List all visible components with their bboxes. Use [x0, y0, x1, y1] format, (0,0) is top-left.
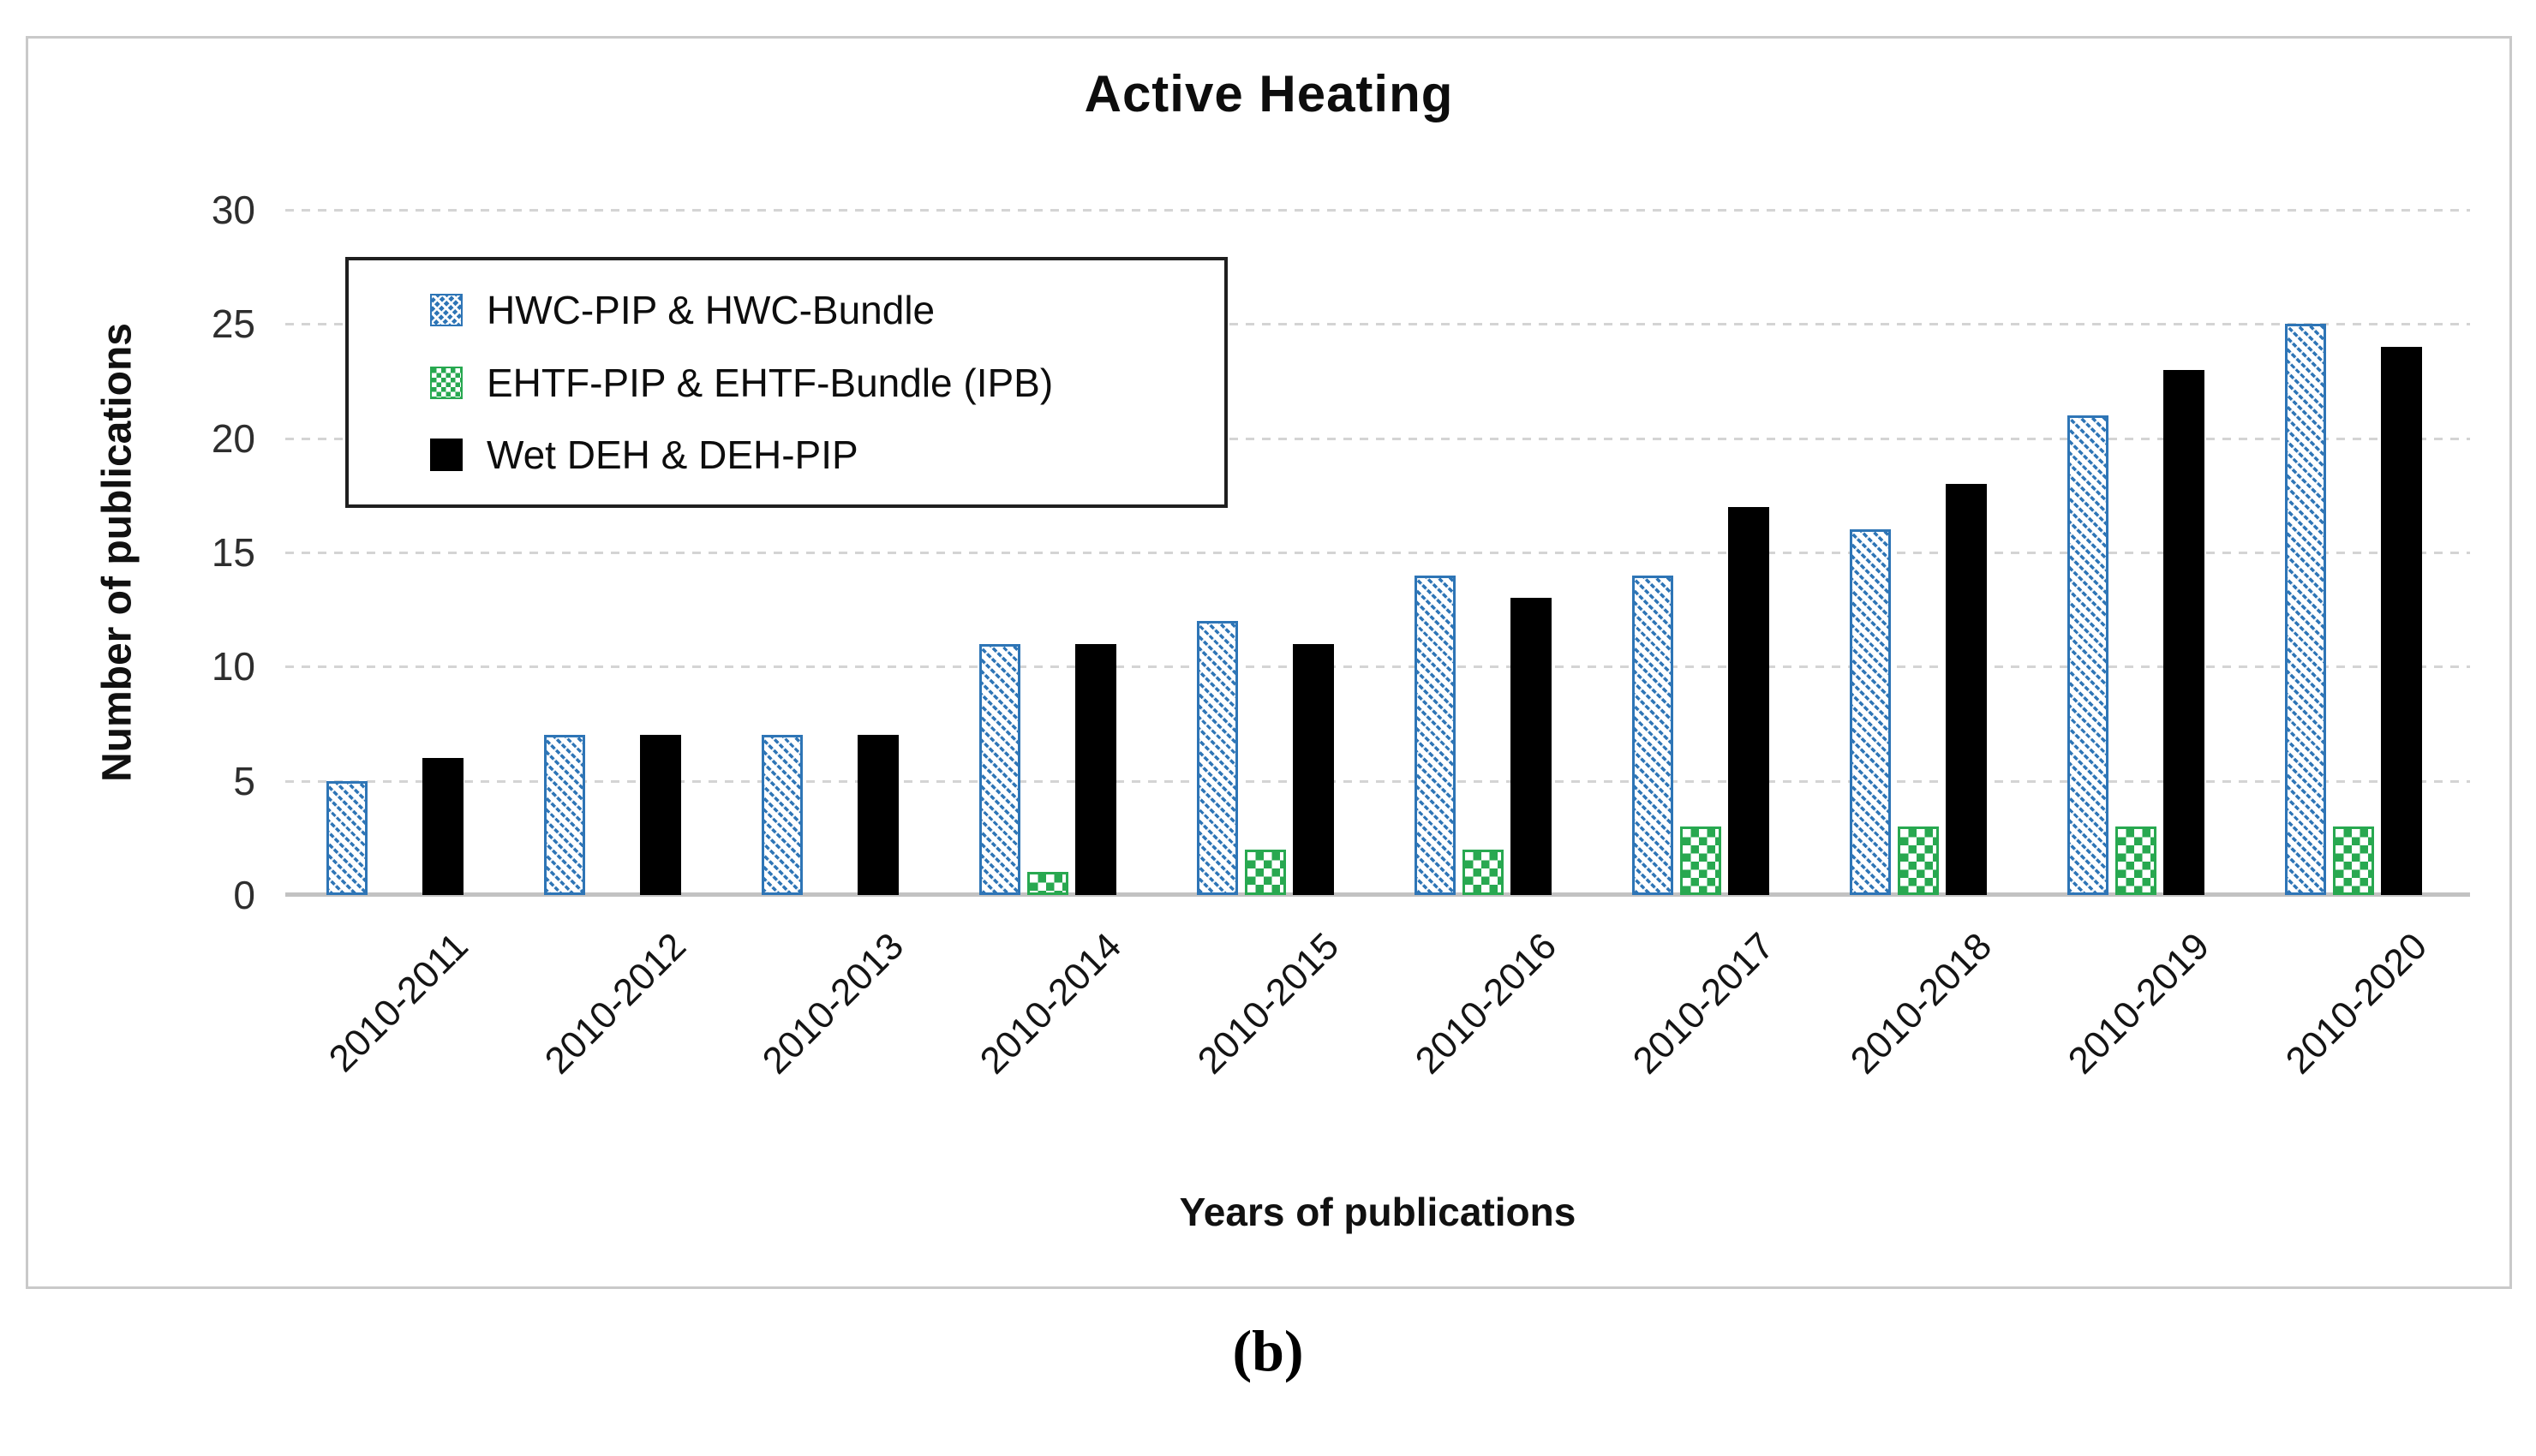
- bar-wet-2010-2011: [422, 758, 464, 895]
- bar-group-2010-2019: [2067, 210, 2204, 895]
- bar-group-2010-2018: [1850, 210, 1987, 895]
- bar-group-2010-2014: [979, 210, 1116, 895]
- x-tick-label: 2010-2018: [1842, 925, 2000, 1083]
- x-tick-label: 2010-2014: [972, 925, 1129, 1083]
- bar-group-2010-2011: [326, 210, 464, 895]
- y-tick-label-5: 5: [233, 758, 255, 803]
- gridline-y-25: [285, 323, 2470, 326]
- x-tick-label: 2010-2016: [1407, 925, 1564, 1083]
- gridline-y-30: [285, 209, 2470, 212]
- bar-wet-2010-2013: [858, 735, 899, 895]
- bar-group-2010-2017: [1632, 210, 1769, 895]
- bar-wet-2010-2012: [640, 735, 681, 895]
- x-tick-label: 2010-2013: [754, 925, 912, 1083]
- bar-wet-2010-2020: [2381, 347, 2422, 895]
- bar-hwc-pip-2010-2017: [1632, 576, 1673, 895]
- legend-label: EHTF-PIP & EHTF-Bundle (IPB): [487, 360, 1054, 405]
- legend-label: HWC-PIP & HWC-Bundle: [487, 287, 936, 332]
- bar-wet-2010-2018: [1946, 484, 1987, 895]
- bar-hwc-pip-2010-2016: [1415, 576, 1456, 895]
- x-axis-line: [285, 892, 2470, 897]
- bar-hwc-pip-2010-2015: [1197, 621, 1238, 895]
- gridline-y-10: [285, 665, 2470, 669]
- bar-hwc-pip-2010-2013: [762, 735, 803, 895]
- bar-group-2010-2012: [544, 210, 681, 895]
- bar-ehtf-pip-2010-2014: [1027, 872, 1068, 895]
- plot-area: [285, 209, 2470, 897]
- y-tick-label-30: 30: [211, 188, 255, 232]
- x-tick-label: 2010-2011: [320, 925, 476, 1081]
- x-tick-label: 2010-2012: [536, 925, 694, 1083]
- bar-ehtf-pip-2010-2015: [1245, 850, 1286, 895]
- gridline-y-15: [285, 552, 2470, 554]
- bar-group-2010-2020: [2285, 210, 2422, 895]
- legend-swatch-solid-icon: [430, 439, 463, 472]
- x-tick-label: 2010-2020: [2277, 925, 2435, 1083]
- chart-title: Active Heating: [1084, 65, 1454, 122]
- legend-item: HWC-PIP & HWC-Bundle: [430, 287, 1224, 333]
- bar-ehtf-pip-2010-2018: [1898, 826, 1939, 895]
- legend-item: Wet DEH & DEH-PIP: [430, 432, 1224, 478]
- bar-group-2010-2013: [762, 210, 899, 895]
- bar-wet-2010-2019: [2163, 370, 2204, 895]
- gridline-y-5: [285, 779, 2470, 783]
- x-axis-title: Years of publications: [1179, 1190, 1576, 1234]
- bar-hwc-pip-2010-2019: [2067, 415, 2108, 895]
- bar-ehtf-pip-2010-2019: [2115, 826, 2156, 895]
- bar-wet-2010-2015: [1293, 644, 1334, 895]
- gridline-y-20: [285, 437, 2470, 440]
- bar-wet-2010-2016: [1510, 598, 1552, 895]
- x-tick-label: 2010-2015: [1189, 925, 1347, 1083]
- bar-group-2010-2016: [1415, 210, 1552, 895]
- bar-ehtf-pip-2010-2020: [2333, 826, 2374, 895]
- legend-item: EHTF-PIP & EHTF-Bundle (IPB): [430, 360, 1224, 406]
- x-tick-label: 2010-2017: [1624, 925, 1782, 1083]
- legend-swatch-diagonal-hatch-icon: [430, 293, 463, 326]
- y-tick-label-25: 25: [211, 301, 255, 347]
- bar-hwc-pip-2010-2012: [544, 735, 585, 895]
- bar-ehtf-pip-2010-2016: [1462, 850, 1504, 895]
- legend-label: Wet DEH & DEH-PIP: [487, 433, 858, 478]
- y-tick-label-0: 0: [233, 873, 255, 917]
- bar-hwc-pip-2010-2014: [979, 644, 1020, 895]
- y-tick-label-15: 15: [211, 530, 255, 575]
- y-tick-label-10: 10: [211, 644, 255, 689]
- bar-ehtf-pip-2010-2017: [1680, 826, 1721, 895]
- bar-group-2010-2015: [1197, 210, 1334, 895]
- bar-hwc-pip-2010-2018: [1850, 529, 1891, 895]
- bar-wet-2010-2014: [1075, 644, 1116, 895]
- bar-hwc-pip-2010-2020: [2285, 324, 2326, 895]
- y-tick-label-20: 20: [211, 415, 255, 461]
- bar-wet-2010-2017: [1728, 507, 1769, 895]
- x-tick-label: 2010-2019: [2060, 925, 2217, 1083]
- legend: HWC-PIP & HWC-Bundle EHTF-PIP & EHTF-Bund…: [345, 257, 1228, 508]
- figure-caption: (b): [1232, 1318, 1304, 1383]
- bar-hwc-pip-2010-2011: [326, 781, 368, 895]
- legend-swatch-checkerboard-icon: [430, 366, 463, 399]
